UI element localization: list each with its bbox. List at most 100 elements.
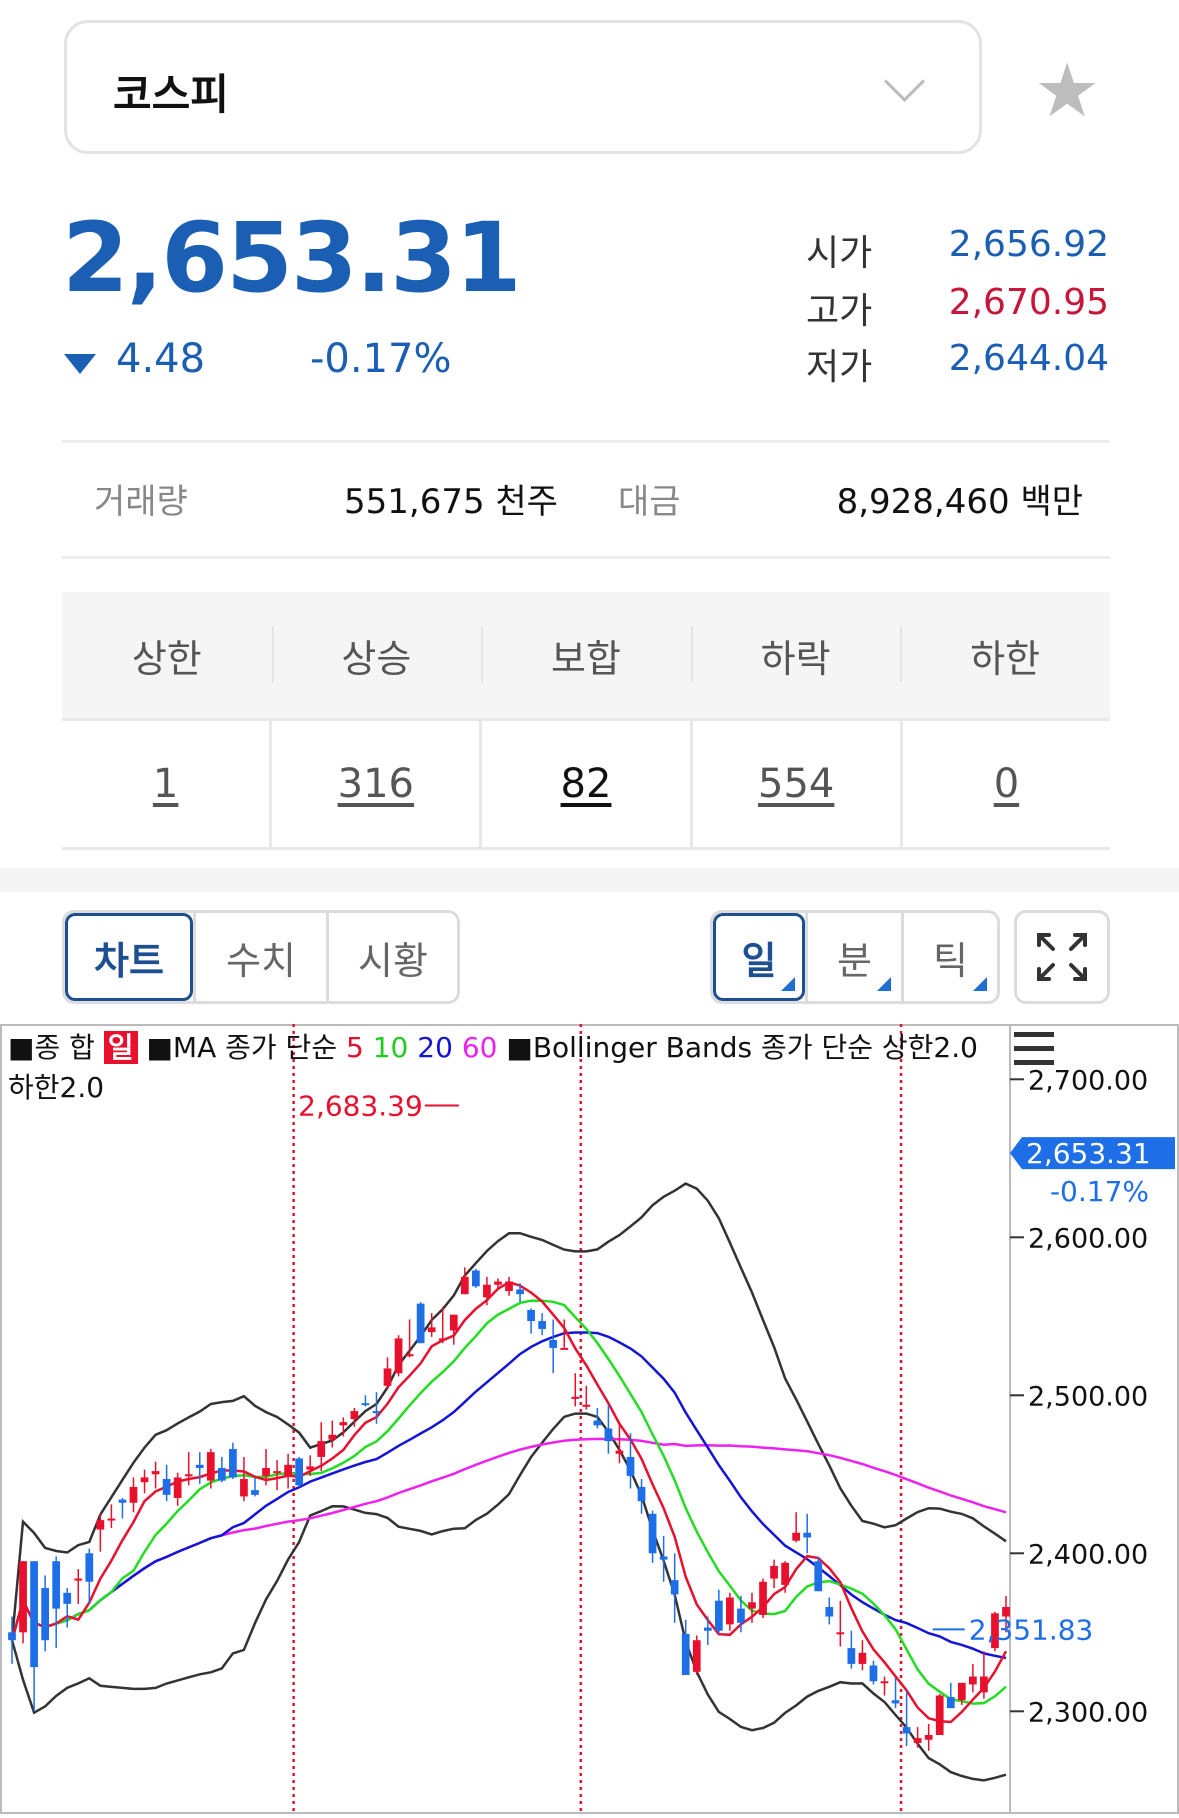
- view-tab-group: 차트 수치 시황: [62, 910, 460, 1004]
- candle-body: [516, 1289, 524, 1295]
- candle-body: [836, 1632, 845, 1635]
- current-price: 2,653.31: [62, 202, 522, 314]
- candle-body: [262, 1467, 270, 1476]
- candle-body: [880, 1681, 889, 1684]
- candle-body: [935, 1695, 944, 1735]
- y-tick-label: 2,500.00: [1028, 1381, 1148, 1412]
- max-price-label: 2,683.39: [298, 1090, 423, 1123]
- candle-body: [339, 1422, 348, 1426]
- candle-body: [957, 1682, 966, 1701]
- candle-body: [648, 1513, 657, 1554]
- legend-bollinger-lower: 하한2.0: [8, 1071, 105, 1104]
- candle-body: [162, 1479, 171, 1495]
- candle-body: [692, 1640, 701, 1672]
- candle-body: [703, 1627, 712, 1631]
- candle-body: [8, 1632, 16, 1641]
- y-tick-label: 2,300.00: [1028, 1697, 1148, 1728]
- section-separator: [0, 868, 1179, 892]
- breadth-decline-link[interactable]: 554: [689, 721, 900, 847]
- tab-tick[interactable]: 틱: [901, 913, 997, 1001]
- divider: [62, 556, 1110, 559]
- candle-body: [273, 1471, 281, 1474]
- candle-body: [151, 1471, 160, 1475]
- candle-body: [206, 1452, 215, 1481]
- high-label: 고가: [806, 291, 873, 332]
- y-tick-label: 2,700.00: [1028, 1065, 1148, 1096]
- candle-body: [383, 1368, 392, 1386]
- breadth-header-advance: 상승: [271, 592, 482, 718]
- breadth-header-unchanged: 보합: [481, 592, 691, 718]
- fullscreen-button[interactable]: [1014, 910, 1110, 1004]
- breadth-unchanged-link[interactable]: 82: [479, 721, 689, 847]
- candle-body: [748, 1602, 756, 1609]
- tab-daily[interactable]: 일: [713, 913, 806, 1001]
- candle-body: [737, 1608, 745, 1623]
- dropdown-corner-icon: [781, 977, 796, 991]
- candle-body: [317, 1441, 326, 1457]
- tab-daily-label: 일: [741, 938, 777, 983]
- legend-ma10: 10: [372, 1031, 409, 1064]
- breadth-header-row: 상한 상승 보합 하락 하한: [62, 592, 1110, 718]
- chart-frame: [0, 1024, 1179, 1814]
- expand-icon: [1037, 933, 1087, 981]
- tab-chart[interactable]: 차트: [65, 913, 194, 1001]
- candle-body: [659, 1556, 668, 1560]
- candle-body: [714, 1600, 723, 1631]
- candle-body: [472, 1270, 480, 1287]
- candle-body: [980, 1676, 988, 1693]
- candle-body: [847, 1648, 856, 1664]
- candle-body: [405, 1354, 414, 1357]
- candle-body: [350, 1411, 359, 1419]
- chart-menu-icon[interactable]: [1014, 1032, 1054, 1074]
- breadth-lower-limit-link[interactable]: 0: [899, 721, 1110, 847]
- candle-body: [129, 1486, 138, 1503]
- y-tick-label: 2,400.00: [1028, 1539, 1148, 1570]
- candle-body: [726, 1597, 734, 1625]
- breadth-header-lower-limit: 하한: [900, 592, 1110, 718]
- candlestick-chart: 2,700.00 2,600.00 2,500.00 2,400.00 2,300.00…: [0, 1024, 1179, 1814]
- breadth-upper-limit-link[interactable]: 1: [152, 761, 179, 807]
- dropdown-corner-icon: [877, 977, 892, 991]
- tab-figures[interactable]: 수치: [193, 913, 326, 1001]
- candle-body: [328, 1434, 337, 1440]
- divider: [62, 440, 1110, 443]
- candle-body: [483, 1284, 491, 1298]
- candle-body: [615, 1450, 624, 1454]
- amount-label: 대금: [618, 482, 681, 522]
- breadth-header-decline: 하락: [690, 592, 901, 718]
- bollinger-lower-line: [10, 1412, 1007, 1782]
- tab-market-report[interactable]: 시황: [326, 913, 457, 1001]
- candle-body: [969, 1676, 977, 1685]
- candle-body: [41, 1588, 49, 1641]
- price-chart[interactable]: 2,700.00 2,600.00 2,500.00 2,400.00 2,300.00…: [0, 1024, 1179, 1814]
- candle-body: [946, 1697, 955, 1709]
- ma10-line: [10, 1299, 1007, 1705]
- favorite-star-icon[interactable]: ★: [1034, 48, 1101, 134]
- candle-body: [582, 1404, 591, 1407]
- candle-body: [604, 1428, 613, 1442]
- candle-body: [438, 1338, 447, 1341]
- legend-index-name: ■종 합: [8, 1031, 95, 1064]
- tab-minute-label: 분: [837, 938, 872, 983]
- min-price-label: 2,351.83: [969, 1613, 1094, 1646]
- candle-body: [991, 1613, 999, 1649]
- candle-body: [74, 1578, 83, 1581]
- index-selector[interactable]: 코스피: [64, 20, 982, 154]
- breadth-advance-link[interactable]: 316: [269, 721, 479, 847]
- candle-body: [361, 1403, 370, 1406]
- candle-body: [549, 1340, 558, 1348]
- candle-body: [781, 1562, 789, 1585]
- candle-body: [107, 1518, 116, 1521]
- low-value: 2,644.04: [948, 338, 1109, 379]
- ma5-line: [10, 1280, 1008, 1724]
- candle-body: [825, 1607, 834, 1617]
- candle-body: [637, 1486, 646, 1502]
- candle-body: [560, 1347, 569, 1350]
- amount-value: 8,928,460 백만: [836, 482, 1083, 522]
- tab-minute[interactable]: 분: [805, 913, 901, 1001]
- candle-body: [770, 1565, 778, 1579]
- candle-body: [869, 1665, 878, 1682]
- candle-body: [1002, 1607, 1010, 1617]
- candle-body: [814, 1561, 823, 1592]
- candle-body: [571, 1396, 580, 1399]
